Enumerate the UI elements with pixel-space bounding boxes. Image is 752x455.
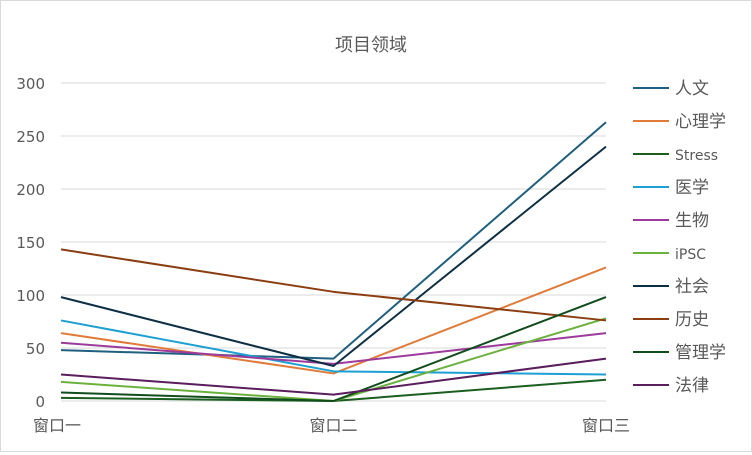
- legend-label: 管理学: [675, 343, 726, 363]
- legend-label: Stress: [675, 148, 718, 164]
- y-tick-label: 200: [16, 181, 45, 199]
- series-line: [60, 332, 607, 365]
- series-line: [60, 145, 607, 368]
- legend-label: iPSC: [675, 247, 706, 263]
- x-tick-label: 窗口一: [33, 416, 81, 435]
- y-tick-label: 250: [16, 128, 45, 146]
- x-tick-label: 窗口二: [309, 416, 357, 435]
- series-line: [60, 121, 607, 360]
- legend-label: 心理学: [675, 112, 726, 132]
- series-line: [60, 248, 607, 322]
- legend-label: 社会: [675, 277, 709, 297]
- legend-label: 历史: [675, 310, 709, 330]
- legend-label: 法律: [675, 376, 709, 396]
- y-tick-label: 0: [35, 393, 45, 411]
- series-line: [60, 317, 607, 402]
- y-tick-label: 150: [16, 234, 45, 252]
- chart-title: 项目领域: [335, 35, 407, 56]
- y-tick-label: 50: [26, 340, 45, 358]
- series-line: [60, 266, 607, 375]
- series-line: [60, 296, 607, 402]
- x-tick-label: 窗口三: [582, 416, 630, 435]
- y-tick-label: 300: [16, 75, 45, 93]
- series-line: [60, 319, 607, 376]
- legend-label: 人文: [675, 79, 709, 99]
- legend-label: 生物: [675, 211, 709, 231]
- series-line: [60, 378, 607, 402]
- legend-label: 医学: [675, 178, 709, 198]
- y-tick-label: 100: [16, 287, 45, 305]
- series-line: [60, 357, 607, 396]
